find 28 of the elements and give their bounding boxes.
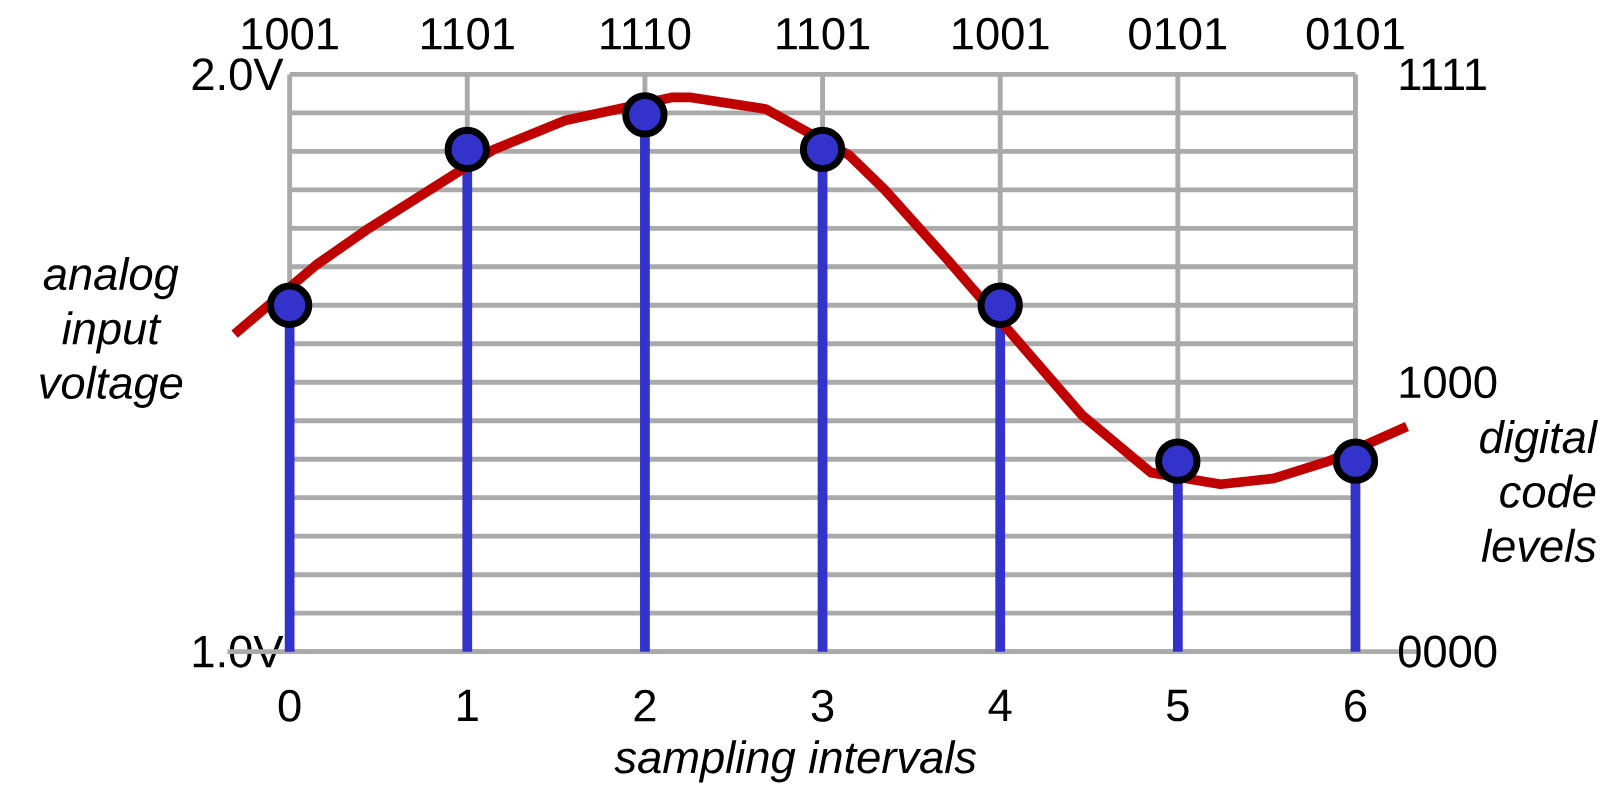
text: 0101 (1129, 17, 1227, 50)
annotation: 1000 (1400, 366, 1497, 399)
point (977, 282, 1023, 328)
text: 1110 (601, 17, 691, 50)
text: 1101 (777, 17, 870, 50)
text: 1001 (242, 17, 338, 50)
point (266, 282, 313, 328)
text: 1101 (421, 17, 514, 50)
y-tick-label: 2.0V (192, 58, 284, 91)
x-axis-title: sampling intervals (614, 740, 977, 783)
x-tick-label: 2 (634, 689, 656, 722)
x-tick-label: 0 (278, 689, 301, 722)
annotation: 0000 (1398, 635, 1497, 668)
text: 0101 (1306, 17, 1404, 50)
y-axis-title: analog input voltage (40, 256, 183, 408)
text: digital code levels (1480, 420, 1598, 563)
text: 1001 (953, 17, 1049, 50)
point (444, 126, 490, 173)
x-tick-label: 5 (1167, 689, 1189, 722)
x-tick-label: 3 (811, 689, 834, 722)
x-tick-label: 4 (988, 689, 1012, 721)
point (622, 92, 668, 138)
point (1332, 438, 1379, 484)
point (1155, 438, 1201, 484)
point (799, 126, 846, 173)
x-tick-label: 6 (1345, 689, 1367, 722)
x-tick-label: 1 (458, 689, 478, 721)
annotation: 1111 (1400, 58, 1486, 90)
